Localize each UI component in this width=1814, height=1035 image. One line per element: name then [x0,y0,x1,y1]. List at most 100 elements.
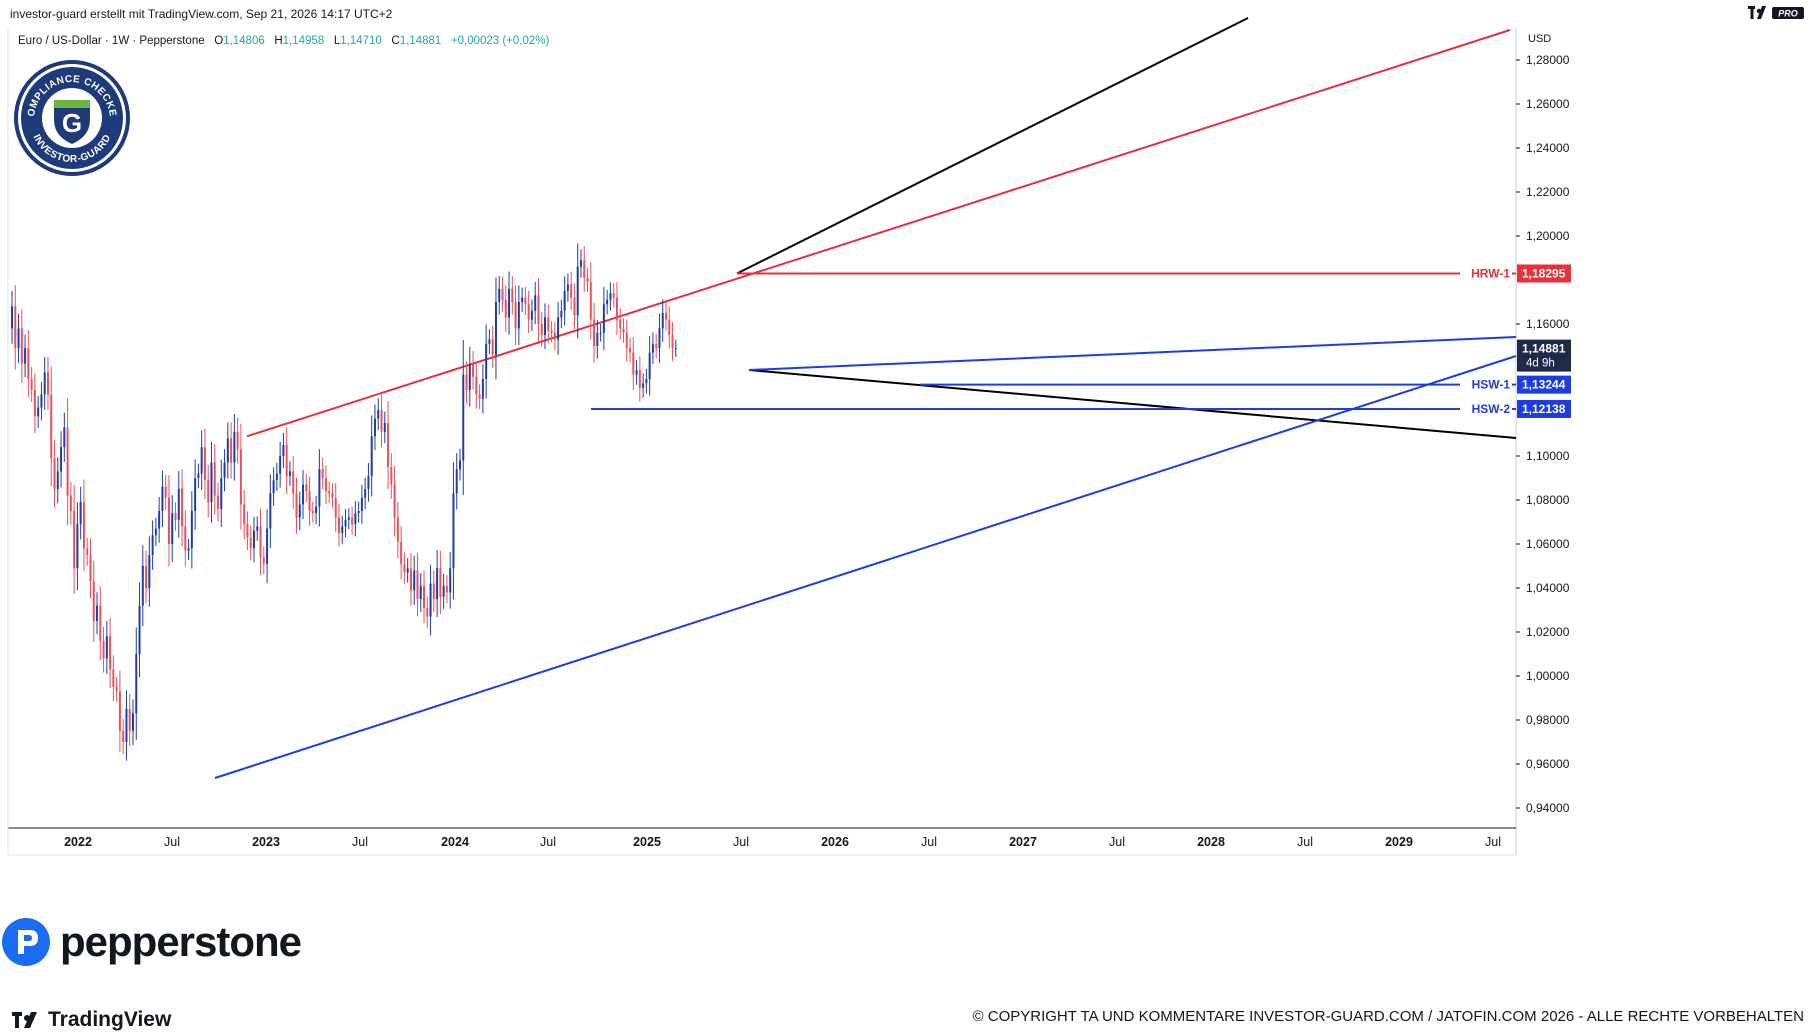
level-price-value: 1,12138 [1522,402,1566,416]
candle-body [60,447,63,472]
candle-body [128,709,131,731]
y-tick-label: 0,96000 [1526,757,1570,771]
y-tick-label: 1,10000 [1526,449,1570,463]
candle-body [14,306,17,349]
tradingview-logo: TradingView [12,1008,171,1032]
candle-body [494,302,497,355]
lower-black-trendline [748,369,1517,440]
candle-body [239,449,242,505]
close-label: C [391,35,400,47]
candle-body [171,513,174,544]
candle-body [579,260,582,267]
change-value: +0,00023 (+0,02%) [450,35,550,47]
candle-body [517,302,520,329]
candle-body [370,436,373,476]
upper-black-trendline [736,17,1249,275]
candle-body [442,585,445,597]
candle-body [285,445,288,476]
candle-body [589,282,592,320]
candle-body [174,513,177,520]
level-price-tag [1517,375,1571,394]
candle-body [468,363,471,390]
candle-body [331,493,334,498]
candle-body [648,352,651,379]
candle-body [452,493,455,569]
candle-body [262,557,265,564]
candle-body [328,491,331,494]
candle-body [602,304,605,333]
chart-credit: investor-guard erstellt mit TradingView.… [10,7,393,21]
candle-body [416,570,419,599]
candle-body [145,566,148,588]
close-value: 1,14881 [399,35,442,47]
pepperstone-logo-icon [2,918,50,966]
candle-body [33,390,36,417]
neckline-trendline [748,336,1517,372]
candle-body [481,379,484,399]
y-tick-label: 1,16000 [1526,317,1570,331]
y-tick-label: 0,98000 [1526,713,1570,727]
candle-body [151,535,154,555]
candle-body [475,376,478,395]
candle-body [66,427,69,496]
candle-body [560,310,563,318]
y-tick-label: 1,02000 [1526,625,1570,639]
x-tick-label: 2024 [441,835,469,849]
candle-body [400,541,403,564]
candle-body [445,585,448,593]
candle-body [501,288,504,300]
candle-body [311,511,314,514]
low-label: L [333,35,341,47]
candle-body [550,330,553,333]
high-label: H [274,35,283,47]
candle-body [419,585,422,599]
x-tick-label: Jul [1485,835,1501,849]
candle-body [573,297,576,316]
candle-body [187,548,190,551]
x-tick-label: Jul [1297,835,1313,849]
candle-body [583,260,586,278]
candle-body [390,467,393,485]
candle-body [357,511,360,514]
candle-body [63,427,66,448]
candle-body [429,583,432,617]
candle-body [436,568,439,599]
candle-body [56,471,59,489]
candle-body [635,370,638,375]
candle-body [426,607,429,617]
level-label: HRW-1 [1471,267,1510,281]
candle-body [207,480,210,503]
level-price-tag [1517,264,1571,283]
candle-body [413,570,416,591]
candle-body [167,497,170,544]
candle-body [233,431,236,463]
candle-body [544,317,547,335]
candle-body [423,585,426,608]
copyright-notice: © COPYRIGHT TA UND KOMMENTARE INVESTOR-G… [972,1008,1804,1025]
candle-body [259,526,262,558]
x-tick-label: Jul [540,835,556,849]
x-tick-label: Jul [164,835,180,849]
y-tick-label: 1,26000 [1526,97,1570,111]
y-tick-label: 1,24000 [1526,141,1570,155]
candle-body [102,640,105,659]
candle-body [46,372,49,395]
level-price-value: 1,13244 [1522,378,1566,392]
open-label: O [214,35,224,47]
candle-body [393,484,396,518]
candle-body [141,566,144,606]
candle-body [272,480,275,494]
candle-body [566,284,569,291]
candle-body [288,471,291,476]
tradingview-pro-badge: PRO [1748,6,1804,19]
candle-body [462,374,465,461]
y-tick-label: 1,20000 [1526,229,1570,243]
candle-body [40,394,43,408]
candle-body [177,489,180,520]
candle-body [498,288,501,302]
support-trendline [214,355,1517,779]
candle-body [20,328,23,364]
candle-body [576,266,579,316]
candle-body [615,297,618,320]
